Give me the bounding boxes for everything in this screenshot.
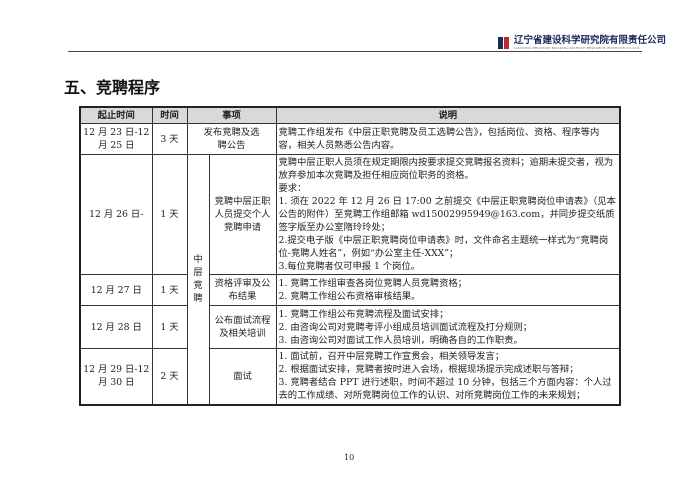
duration-cell: 3 天 bbox=[151, 123, 188, 155]
date-cell: 12 月 23 日-12 月 25 日 bbox=[79, 123, 153, 155]
org-name-en: LIAONING PROVINCE BUILDING SCIENCE RESEA… bbox=[514, 46, 641, 50]
company-logo: 辽宁省建设科学研究院有限责任公司 LIAONING PROVINCE BUILD… bbox=[498, 36, 666, 50]
desc-line: 竞聘工作组发布《中层正职竞聘及员工选聘公告》，包括岗位、资格、程序等内容，相关人… bbox=[278, 127, 600, 151]
desc-cell: 竞聘中层正职人员须在规定期限内按要求提交竞聘报名资料；逾期未提交者，视为放弃参加… bbox=[275, 154, 621, 275]
table-row: 12 月 29 日-12 月 30 日 2 天 面试 1. 面试前，召开中层竞聘… bbox=[79, 348, 621, 405]
duration-cell: 1 天 bbox=[151, 274, 188, 306]
desc-line: 2. 根据面试安排，竞聘者按时进入会场，根据现场提示完成述职与答辩； bbox=[278, 364, 579, 376]
desc-line: 1. 竞聘工作组公布竞聘流程及面试安排； bbox=[278, 308, 449, 320]
item-cell: 发布竞聘及选聘公告 bbox=[186, 123, 277, 155]
duration-cell: 1 天 bbox=[151, 305, 188, 349]
desc-line: 3.每位竞聘者仅可申报 1 个岗位。 bbox=[278, 261, 421, 272]
header-cell: 说明 bbox=[275, 106, 621, 124]
table-header-row: 起止时间 时间 事项 说明 bbox=[79, 106, 621, 124]
desc-line: 要求： bbox=[278, 183, 307, 194]
section-title: 五、竞聘程序 bbox=[64, 78, 161, 97]
item-cell: 竞聘中层正职人员提交个人竞聘申请 bbox=[208, 154, 277, 275]
desc-line: 2. 竞聘工作组公布资格审核结果。 bbox=[278, 291, 421, 302]
date-cell: 12 月 26 日- bbox=[79, 154, 153, 275]
desc-line: 竞聘中层正职人员须在规定期限内按要求提交竞聘报名资料；逾期未提交者，视为放弃参加… bbox=[278, 157, 614, 181]
table-row: 12 月 28 日 1 天 公布面试流程及相关培训 1. 竞聘工作组公布竞聘流程… bbox=[79, 305, 621, 349]
desc-line: 3. 竞聘者结合 PPT 进行述职，时间不超过 10 分钟，包括三个方面内容：个… bbox=[278, 377, 612, 402]
table-row: 12 月 26 日- 1 天 中层竞聘 竞聘中层正职人员提交个人竞聘申请 竞聘中… bbox=[79, 154, 621, 405]
logo-mark-icon bbox=[498, 37, 510, 49]
header-cell: 时间 bbox=[151, 106, 188, 124]
item-cell: 资格评审及公布结果 bbox=[208, 274, 277, 306]
desc-line: 2.提交电子版《中层正职竞聘岗位申请表》时，文件命名主题统一样式为“竞聘岗位-竞… bbox=[278, 235, 609, 259]
item-cell: 公布面试流程及相关培训 bbox=[208, 305, 277, 349]
desc-line: 1. 须在 2022 年 12 月 26 日 17:00 之前提交《中层正职竞聘… bbox=[278, 196, 616, 233]
header-cell: 起止时间 bbox=[79, 106, 153, 124]
desc-cell: 1. 面试前，召开中层竞聘工作宣贯会，相关领导发言； 2. 根据面试安排，竞聘者… bbox=[275, 348, 621, 405]
desc-line: 1. 竞聘工作组审查各岗位竞聘人员竞聘资格； bbox=[278, 278, 467, 289]
desc-cell: 竞聘工作组发布《中层正职竞聘及员工选聘公告》，包括岗位、资格、程序等内容，相关人… bbox=[275, 123, 621, 155]
page-number: 10 bbox=[344, 453, 355, 462]
org-name: 辽宁省建设科学研究院有限责任公司 bbox=[514, 35, 667, 46]
group-cell: 中层竞聘 bbox=[186, 154, 210, 405]
header-divider bbox=[68, 51, 642, 52]
procedure-table: 起止时间 时间 事项 说明 12 月 23 日-12 月 25 日 3 天 发布… bbox=[79, 106, 621, 406]
date-cell: 12 月 29 日-12 月 30 日 bbox=[79, 348, 153, 405]
header-cell: 事项 bbox=[186, 106, 277, 124]
desc-line: 2. 由咨询公司对竞聘考评小组成员培训面试流程及打分规则； bbox=[278, 321, 533, 333]
desc-cell: 1. 竞聘工作组审查各岗位竞聘人员竞聘资格； 2. 竞聘工作组公布资格审核结果。 bbox=[275, 274, 621, 306]
desc-cell: 1. 竞聘工作组公布竞聘流程及面试安排； 2. 由咨询公司对竞聘考评小组成员培训… bbox=[275, 305, 621, 349]
item-cell: 面试 bbox=[208, 348, 277, 405]
table-row: 12 月 23 日-12 月 25 日 3 天 发布竞聘及选聘公告 竞聘工作组发… bbox=[79, 123, 621, 155]
desc-line: 3. 由咨询公司对面试工作人员培训，明确各自的工作职责。 bbox=[278, 334, 523, 346]
duration-cell: 1 天 bbox=[151, 154, 188, 275]
desc-line: 1. 面试前，召开中层竞聘工作宣贯会，相关领导发言； bbox=[278, 351, 505, 363]
table-row: 12 月 27 日 1 天 资格评审及公布结果 1. 竞聘工作组审查各岗位竞聘人… bbox=[79, 274, 621, 306]
date-cell: 12 月 27 日 bbox=[79, 274, 153, 306]
date-cell: 12 月 28 日 bbox=[79, 305, 153, 349]
duration-cell: 2 天 bbox=[151, 348, 188, 405]
